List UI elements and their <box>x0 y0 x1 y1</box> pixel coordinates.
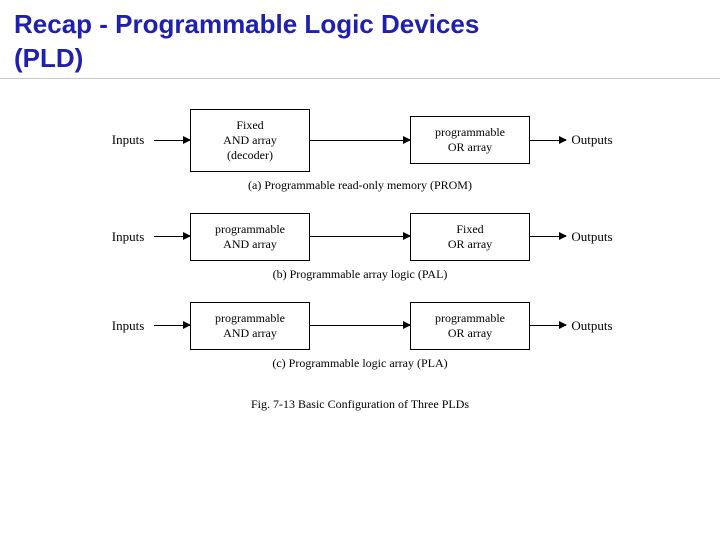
box-line: programmable <box>201 311 299 326</box>
diagram-row-prom: Inputs Fixed AND array (decoder) program… <box>20 109 700 172</box>
box-line: (decoder) <box>201 148 299 163</box>
arrow-icon <box>310 140 410 141</box>
box-line: programmable <box>421 125 519 140</box>
and-array-box: programmable AND array <box>190 302 310 350</box>
arrow-icon <box>530 140 566 141</box>
row-caption-pla: (c) Programmable logic array (PLA) <box>20 356 700 371</box>
box-line: OR array <box>421 140 519 155</box>
box-line: Fixed <box>421 222 519 237</box>
title-line2: (PLD) <box>14 43 83 73</box>
diagram-row-pla: Inputs programmable AND array programmab… <box>20 302 700 350</box>
box-line: AND array <box>201 133 299 148</box>
arrow-icon <box>310 325 410 326</box>
box-line: programmable <box>201 222 299 237</box>
inputs-label: Inputs <box>102 132 154 148</box>
arrow-icon <box>154 236 190 237</box>
diagram-area: Inputs Fixed AND array (decoder) program… <box>0 79 720 422</box>
arrow-icon <box>154 140 190 141</box>
or-array-box: programmable OR array <box>410 302 530 350</box>
inputs-label: Inputs <box>102 318 154 334</box>
and-array-box: programmable AND array <box>190 213 310 261</box>
arrow-icon <box>530 325 566 326</box>
arrow-icon <box>310 236 410 237</box>
arrow-icon <box>154 325 190 326</box>
arrow-icon <box>530 236 566 237</box>
box-line: AND array <box>201 326 299 341</box>
or-array-box: Fixed OR array <box>410 213 530 261</box>
title-line1: Recap - Programmable Logic Devices <box>14 9 479 39</box>
box-line: Fixed <box>201 118 299 133</box>
or-array-box: programmable OR array <box>410 116 530 164</box>
outputs-label: Outputs <box>566 229 618 245</box>
box-line: OR array <box>421 237 519 252</box>
and-array-box: Fixed AND array (decoder) <box>190 109 310 172</box>
outputs-label: Outputs <box>566 318 618 334</box>
box-line: programmable <box>421 311 519 326</box>
figure-caption: Fig. 7-13 Basic Configuration of Three P… <box>20 397 700 412</box>
outputs-label: Outputs <box>566 132 618 148</box>
box-line: AND array <box>201 237 299 252</box>
inputs-label: Inputs <box>102 229 154 245</box>
slide-title: Recap - Programmable Logic Devices (PLD) <box>0 0 720 79</box>
row-caption-prom: (a) Programmable read-only memory (PROM) <box>20 178 700 193</box>
box-line: OR array <box>421 326 519 341</box>
row-caption-pal: (b) Programmable array logic (PAL) <box>20 267 700 282</box>
diagram-row-pal: Inputs programmable AND array Fixed OR a… <box>20 213 700 261</box>
